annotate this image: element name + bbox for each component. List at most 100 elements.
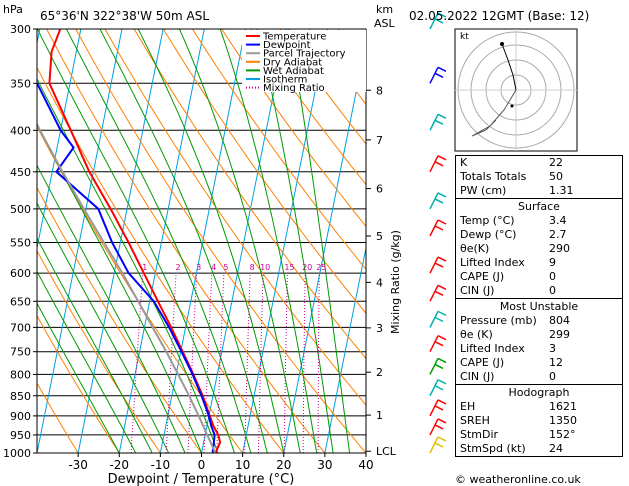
hodo-label: EH <box>460 400 476 413</box>
dry-adiabat <box>37 66 285 453</box>
surface-title: Surface <box>518 200 560 213</box>
index-row: Totals Totals 50 <box>456 170 622 184</box>
y-tick-label: 750 <box>10 346 31 359</box>
wet-adiabat <box>37 77 219 453</box>
wind-barb-flag <box>434 225 444 231</box>
wind-barb <box>429 256 439 274</box>
legend-entry: Wet Adiabat <box>263 66 324 77</box>
isotherm-line <box>283 40 366 453</box>
mixing-ratio-line <box>317 273 320 453</box>
mu-label: CIN (J) <box>460 370 495 383</box>
mu-row: θe (K) 299 <box>456 328 622 342</box>
wind-barb <box>429 335 439 353</box>
wind-barb-flag <box>434 161 444 167</box>
surface-label: Lifted Index <box>460 256 525 269</box>
wind-barb-flag <box>434 290 444 296</box>
wind-barb-flag <box>437 66 447 72</box>
hodograph-unit: kt <box>460 32 469 42</box>
mixing-ratio-line <box>302 273 306 453</box>
mixing-ratio-line <box>216 273 225 453</box>
dry-adiabat <box>191 29 366 271</box>
hodo-label: SREH <box>460 414 490 427</box>
y-tick-label: 1000 <box>3 447 31 460</box>
wind-barb-flag <box>434 198 444 204</box>
y-tick-label: 800 <box>10 368 31 381</box>
mu-value: 0 <box>549 370 556 383</box>
mixing-ratio-label: 4 <box>211 263 216 272</box>
wind-barb <box>429 155 439 173</box>
mixing-ratio-line <box>283 273 288 453</box>
dry-adiabat <box>37 249 161 453</box>
wind-barb <box>429 113 439 131</box>
y-tick-label: 850 <box>10 390 31 403</box>
y-tick-label: 400 <box>10 124 31 137</box>
index-value: 50 <box>549 170 563 183</box>
surface-value: 3.4 <box>549 214 567 227</box>
wind-barb-flag <box>434 363 444 370</box>
x-tick-label: 10 <box>235 458 250 472</box>
surface-value: 0 <box>549 284 556 297</box>
hodo-row: StmDir 152° <box>456 428 622 442</box>
mu-row: CAPE (J) 12 <box>456 356 622 370</box>
most-unstable-title: Most Unstable <box>499 300 579 313</box>
hodo-value: 1350 <box>549 414 577 427</box>
indices-panel: K 22 Totals Totals 50 PW (cm) 1.31 Surface Te… <box>455 155 623 457</box>
legend-box <box>242 30 366 92</box>
hodo-label: StmDir <box>460 428 499 441</box>
km-label: km <box>376 3 393 16</box>
hodo-value: 24 <box>549 442 563 455</box>
series-parcel-trajectory <box>37 122 217 453</box>
hodo-value: 152° <box>549 428 576 441</box>
surface-value: 0 <box>549 270 556 283</box>
legend-entry: Dry Adiabat <box>263 57 322 68</box>
surface-label: CAPE (J) <box>460 270 505 283</box>
wind-barb-flag <box>437 436 447 442</box>
legend-entry: Dewpoint <box>263 40 311 51</box>
surface-label: Dewp (°C) <box>460 228 517 241</box>
wind-barb <box>429 379 439 397</box>
index-row: PW (cm) 1.31 <box>456 184 622 198</box>
mixing-ratio-label: 3 <box>196 263 201 272</box>
wind-barb-flag <box>434 18 444 24</box>
wind-barb-flag <box>437 310 447 317</box>
dry-adiabat <box>162 29 366 315</box>
mixing-ratio-label: 1 <box>142 263 147 272</box>
wind-barb-flag <box>434 316 444 323</box>
km-tick-label: 8 <box>376 84 383 97</box>
surface-row: CAPE (J) 0 <box>456 270 622 284</box>
y-tick-label: 450 <box>10 166 31 179</box>
hodo-label: StmSpd (kt) <box>460 442 526 455</box>
dry-adiabat <box>75 29 366 453</box>
isotherm-line <box>118 29 205 453</box>
mu-value: 299 <box>549 328 570 341</box>
surface-label: Temp (°C) <box>460 214 515 227</box>
km-tick-label: LCL <box>376 445 397 458</box>
legend-entry: Mixing Ratio <box>263 83 325 94</box>
index-value: 22 <box>549 156 563 169</box>
hodograph-point <box>500 42 504 46</box>
wind-barb-flag <box>437 219 447 225</box>
legend-entry: Isotherm <box>263 75 307 86</box>
isotherm-line <box>242 29 329 453</box>
y-tick-label: 350 <box>10 77 31 90</box>
wet-adiabat <box>219 29 318 453</box>
surface-value: 2.7 <box>549 228 567 241</box>
x-axis-title: Dewpoint / Temperature (°C) <box>108 472 295 486</box>
x-tick-label: -30 <box>68 458 88 472</box>
x-tick-label: 30 <box>317 458 332 472</box>
wet-adiabat <box>256 29 334 453</box>
index-label: PW (cm) <box>460 184 507 197</box>
wet-adiabat <box>65 29 252 453</box>
hodo-value: 1621 <box>549 400 577 413</box>
wet-adiabat <box>37 164 186 453</box>
series-temperature <box>48 29 222 453</box>
series-dewpoint <box>37 81 216 453</box>
isotherm-line <box>201 29 287 453</box>
surface-label: θe(K) <box>460 242 490 255</box>
hodograph-table-title: Hodograph <box>508 386 570 399</box>
surface-row: CIN (J) 0 <box>456 284 622 298</box>
wind-barb <box>429 399 439 417</box>
legend-entry: Parcel Trajectory <box>263 49 346 60</box>
axes: 3003504004505005506006507007508008509009… <box>3 23 397 472</box>
mu-row: Pressure (mb) 804 <box>456 314 622 328</box>
